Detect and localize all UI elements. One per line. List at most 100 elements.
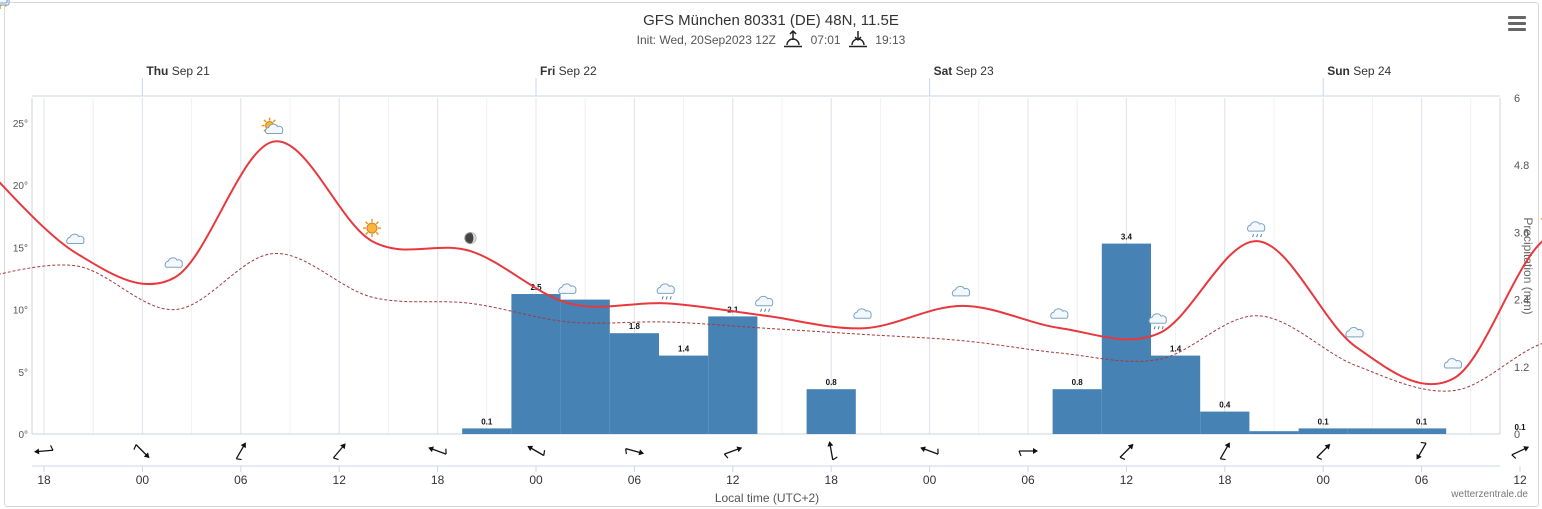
hour-label: 00 — [1317, 473, 1331, 487]
hamburger-menu-icon[interactable] — [1505, 14, 1529, 34]
chart-frame — [4, 2, 1539, 507]
sun-ray — [365, 221, 369, 225]
precip-bar — [1397, 428, 1447, 434]
wind-barb — [1316, 456, 1323, 461]
wind-head — [240, 442, 246, 449]
chart-subtitle: Init: Wed, 20Sep2023 12Z 07:01 19:13 — [0, 29, 1542, 48]
wind-arrow — [920, 446, 939, 455]
cloud-shape — [0, 0, 8, 4]
cloud-icon — [853, 308, 872, 319]
wind-arrow — [133, 444, 150, 459]
precip-bar — [1249, 431, 1299, 434]
hour-label: 18 — [825, 473, 839, 487]
wind-barb — [723, 453, 729, 459]
precip-label: 0.8 — [1072, 378, 1084, 387]
precip-bar — [1200, 411, 1250, 434]
cloud-shape — [66, 233, 85, 245]
precip-bar — [1052, 389, 1102, 434]
rain-drop — [669, 296, 672, 300]
temperature-line — [0, 140, 1542, 386]
precip-bar — [806, 389, 856, 434]
precip-label: 1.4 — [678, 345, 690, 354]
wind-arrow — [235, 442, 246, 461]
hour-label: 06 — [628, 473, 642, 487]
hour-label: 18 — [1218, 473, 1232, 487]
wind-head — [34, 448, 40, 455]
rain-cloud-icon — [656, 283, 675, 300]
hour-label: 12 — [333, 473, 347, 487]
dewpoint-line — [0, 253, 1542, 392]
wind-head — [1033, 448, 1038, 454]
precip-bar — [1298, 428, 1348, 434]
wind-head — [1416, 453, 1422, 460]
wind-arrow — [1416, 441, 1427, 460]
precip-label: 0.1 — [1514, 423, 1526, 432]
sun-ray — [375, 231, 379, 235]
sun-disc — [366, 222, 378, 234]
rain-drop — [1256, 233, 1259, 238]
precip-label: 0.1 — [1318, 417, 1330, 426]
wind-barb — [832, 456, 838, 461]
x-axis-title: Local time (UTC+2) — [715, 491, 819, 505]
y-left-tick-label: 25° — [13, 119, 28, 130]
hour-label: 12 — [1120, 473, 1134, 487]
cloud-icon — [0, 0, 8, 4]
wind-arrow — [1316, 443, 1331, 461]
cloud-shape — [1345, 327, 1364, 338]
day-label: Sat Sep 23 — [934, 64, 994, 78]
hour-label: 06 — [1415, 473, 1429, 487]
cloud-icon — [558, 283, 577, 294]
wind-head — [428, 446, 434, 453]
rain-drop — [768, 308, 771, 312]
wind-barb — [1420, 441, 1427, 444]
precip-bar — [708, 316, 758, 434]
rain-drop — [1161, 326, 1164, 330]
sun-ray — [272, 119, 276, 123]
cloud-icon — [1443, 358, 1462, 369]
wind-head — [527, 445, 534, 452]
wind-arrow — [1119, 443, 1134, 461]
wind-head — [638, 449, 645, 456]
credits-link[interactable]: wetterzentrale.de — [1451, 489, 1528, 500]
precip-bar — [609, 333, 659, 434]
sun-ray — [375, 221, 379, 225]
wind-arrow — [723, 446, 743, 459]
cloud-icon — [951, 285, 970, 297]
cloud-icon — [1050, 308, 1069, 319]
y-right-tick-label: 4.8 — [1514, 160, 1529, 172]
wind-arrow — [428, 446, 447, 455]
wind-head — [1224, 442, 1230, 449]
wind-barb — [1511, 454, 1517, 459]
cloud-shape — [164, 257, 183, 268]
precip-label: 3.4 — [1121, 233, 1133, 242]
cloud-shape — [1148, 313, 1167, 324]
rain-cloud-icon — [1148, 313, 1167, 330]
day-label: Thu Sep 21 — [146, 64, 210, 78]
precip-label: 1.8 — [629, 322, 641, 331]
y-right-tick-label: 3.6 — [1514, 227, 1529, 239]
y-right-axis-title: Precipitation (mm) — [1521, 217, 1535, 314]
hour-label: 06 — [1021, 473, 1035, 487]
y-left-tick-label: 20° — [13, 181, 28, 192]
wind-head — [827, 441, 834, 447]
precip-label: 0.8 — [826, 378, 838, 387]
wind-arrow — [827, 441, 838, 461]
rain-cloud-icon — [1247, 221, 1266, 238]
wind-arrow — [34, 445, 54, 455]
wind-arrow — [625, 448, 645, 456]
moon-phase — [470, 232, 476, 244]
hour-label: 18 — [431, 473, 445, 487]
y-right-tick-label: 2.4 — [1514, 295, 1529, 307]
wind-barb — [543, 450, 546, 456]
y-left-tick-label: 15° — [13, 243, 28, 254]
cloud-icon — [164, 257, 183, 268]
rain-drop — [1157, 326, 1160, 330]
init-time: Init: Wed, 20Sep2023 12Z — [636, 33, 776, 47]
sun-cloud-icon — [261, 117, 284, 135]
sun-ray — [263, 119, 267, 123]
cloud-shape — [1050, 308, 1069, 319]
wind-barb — [1119, 456, 1126, 461]
wind-head — [736, 446, 743, 453]
cloud-shape — [951, 285, 970, 297]
